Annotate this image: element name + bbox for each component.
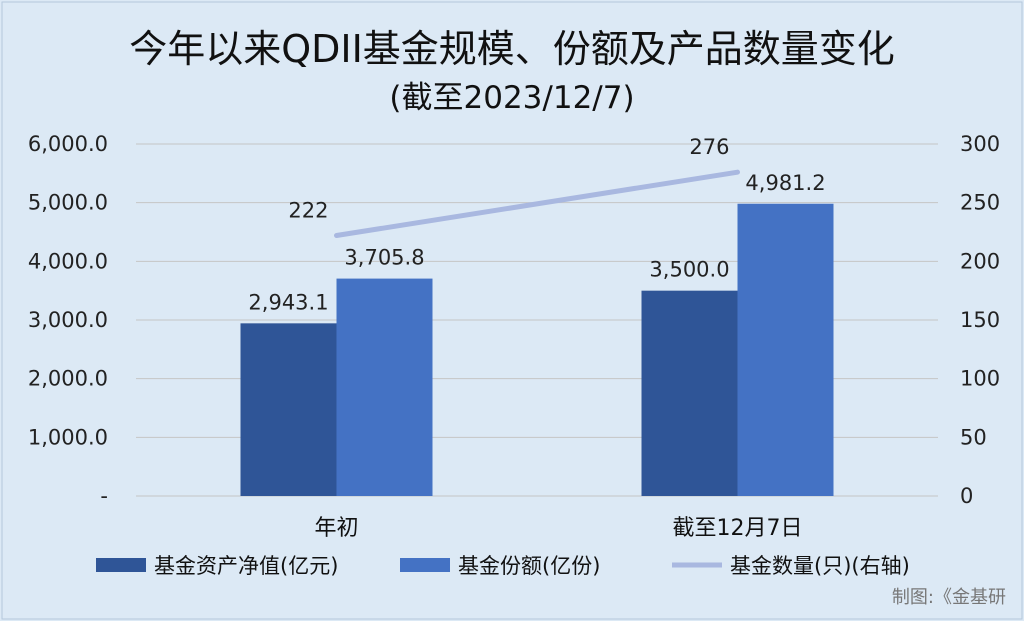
count-line [334, 169, 740, 239]
bar-data-label: 3,705.8 [344, 246, 424, 270]
chart-subtitle: (截至2023/12/7) [389, 80, 634, 116]
legend-swatch [96, 558, 146, 572]
legend-label: 基金份额(亿份) [458, 554, 600, 578]
left-tick-label: 6,000.0 [28, 132, 108, 156]
bar [641, 290, 738, 496]
category-labels: 年初 截至12月7日 [314, 516, 802, 541]
legend-label: 基金资产净值(亿元) [154, 554, 338, 578]
line-data-label: 276 [689, 135, 729, 159]
bar [336, 278, 433, 496]
bar [737, 203, 834, 497]
left-axis-ticks: - 1,000.0 2,000.0 3,000.0 4,000.0 5,000.0 6,00… [28, 132, 108, 508]
credit-text: 制图:《金基研 [892, 587, 1006, 608]
legend-swatch [400, 558, 450, 572]
right-tick-label: 200 [960, 249, 1000, 273]
right-tick-label: 250 [960, 191, 1000, 215]
legend: 基金资产净值(亿元) 基金份额(亿份) 基金数量(只)(右轴) [96, 554, 910, 578]
bar [240, 323, 337, 496]
right-axis-ticks: 0 50 100 150 200 250 300 [960, 132, 1000, 508]
right-tick-label: 150 [960, 308, 1000, 332]
data-labels: 2,943.1 3,705.8 3,500.0 4,981.2 222 276 [248, 135, 825, 314]
left-tick-label: 2,000.0 [28, 367, 108, 391]
right-tick-label: 50 [960, 425, 987, 449]
line-data-label: 222 [288, 199, 328, 223]
bars [240, 203, 834, 497]
left-tick-label: 3,000.0 [28, 308, 108, 332]
bar-data-label: 4,981.2 [745, 171, 825, 195]
right-tick-label: 0 [960, 484, 973, 508]
right-tick-label: 100 [960, 367, 1000, 391]
category-label: 截至12月7日 [673, 516, 803, 541]
right-tick-label: 300 [960, 132, 1000, 156]
left-tick-label: 4,000.0 [28, 249, 108, 273]
left-tick-label: - [100, 484, 108, 508]
series-line [334, 169, 740, 239]
bar-data-label: 2,943.1 [248, 290, 328, 314]
left-tick-label: 1,000.0 [28, 425, 108, 449]
left-tick-label: 5,000.0 [28, 191, 108, 215]
legend-label: 基金数量(只)(右轴) [730, 554, 910, 578]
chart-title: 今年以来QDII基金规模、份额及产品数量变化 [129, 27, 895, 71]
category-label: 年初 [314, 516, 358, 541]
bar-data-label: 3,500.0 [649, 258, 729, 282]
